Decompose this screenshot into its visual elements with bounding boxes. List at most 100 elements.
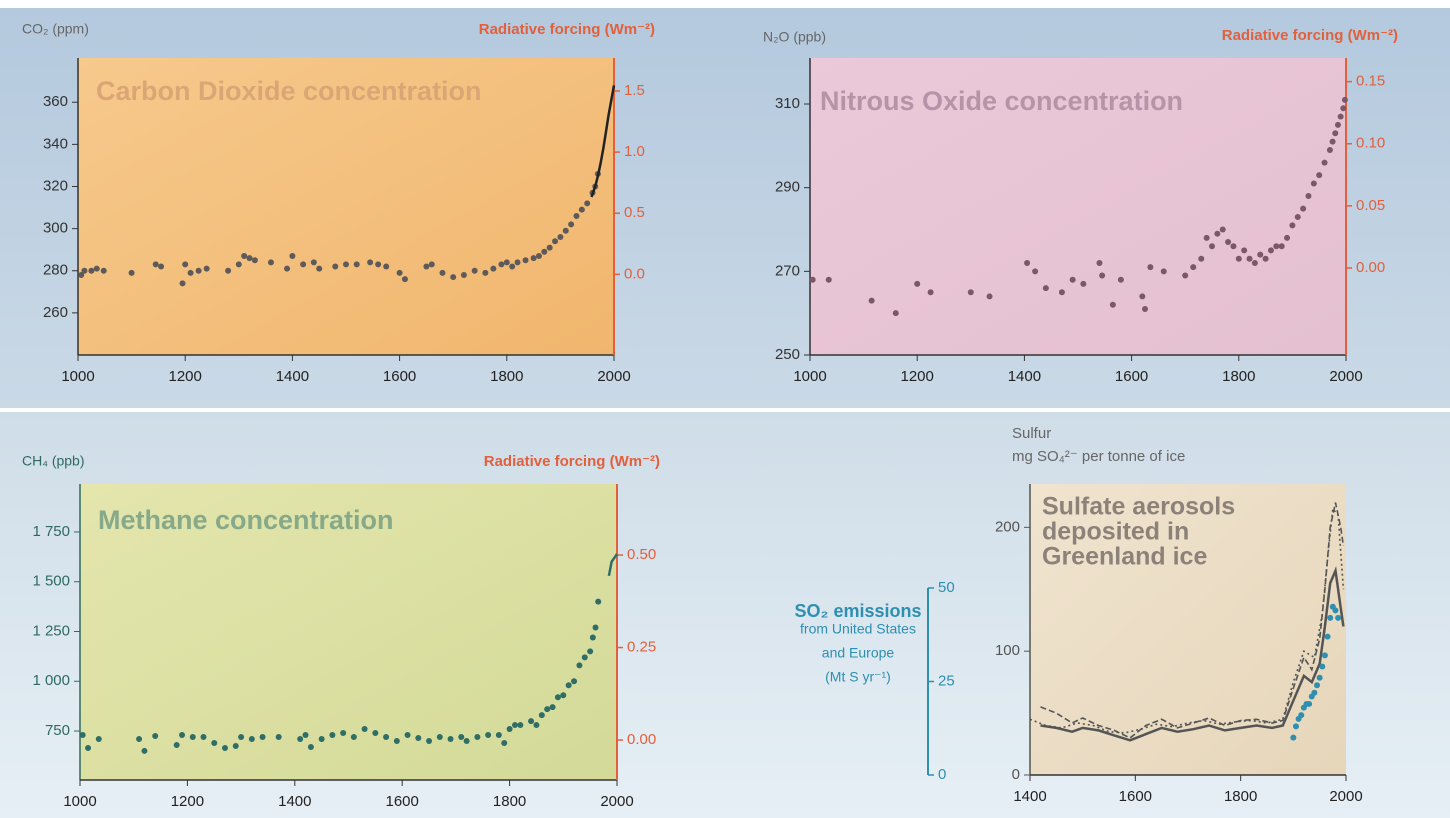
data-point	[93, 265, 100, 272]
data-point	[1246, 255, 1253, 262]
y-tick-label: 100	[995, 642, 1020, 659]
y-tick-label: 1 750	[32, 523, 70, 540]
x-tick-label: 1400	[278, 793, 311, 810]
chart-title: Nitrous Oxide concentration	[820, 86, 1183, 116]
data-point	[375, 261, 382, 268]
data-point	[589, 634, 596, 641]
data-point	[1316, 172, 1323, 179]
data-point	[498, 261, 505, 268]
data-point	[393, 737, 400, 744]
y-tick-label: 340	[43, 135, 68, 152]
x-tick-label: 1600	[1115, 368, 1148, 385]
data-point	[1058, 289, 1065, 296]
x-tick-label: 1800	[1224, 788, 1257, 805]
data-point	[1198, 255, 1205, 262]
data-point	[528, 718, 535, 725]
data-point	[474, 734, 481, 741]
data-point	[195, 267, 202, 274]
data-point	[316, 265, 323, 272]
data-point	[372, 730, 379, 737]
data-point	[571, 678, 578, 685]
data-point	[415, 734, 422, 741]
y2-tick-label: 0.5	[624, 204, 645, 221]
plot-area	[80, 484, 617, 780]
data-point	[825, 276, 832, 283]
y-tick-label: 320	[43, 177, 68, 194]
data-point	[1069, 276, 1076, 283]
x-tick-label: 1000	[63, 793, 96, 810]
data-point	[450, 274, 457, 281]
data-point	[549, 704, 556, 711]
data-point	[1321, 652, 1328, 659]
data-point	[404, 732, 411, 739]
data-point	[1310, 180, 1317, 187]
data-point	[439, 269, 446, 276]
data-point	[350, 734, 357, 741]
x-tick-label: 1800	[490, 368, 523, 385]
data-point	[88, 267, 95, 274]
data-point	[592, 624, 599, 631]
x-tick-label: 1200	[171, 793, 204, 810]
data-point	[302, 732, 309, 739]
data-point	[275, 734, 282, 741]
data-point	[868, 297, 875, 304]
data-point	[182, 261, 189, 268]
y-axis-label: mg SO₄²⁻ per tonne of ice	[1012, 448, 1185, 465]
data-point	[538, 712, 545, 719]
data-point	[511, 722, 518, 729]
data-point	[544, 706, 551, 713]
data-point	[1284, 234, 1291, 241]
data-point	[423, 263, 430, 270]
data-point	[1251, 259, 1258, 266]
data-point	[1289, 222, 1296, 229]
data-point	[1109, 301, 1116, 308]
data-point	[426, 737, 433, 744]
y-axis-label: CO₂ (ppm)	[22, 21, 89, 37]
y-tick-label: 270	[775, 262, 800, 279]
data-point	[1160, 268, 1167, 275]
data-point	[353, 261, 360, 268]
data-point	[471, 267, 478, 274]
data-point	[1319, 663, 1326, 670]
data-point	[179, 280, 186, 287]
y2-tick-label: 0.00	[627, 731, 656, 748]
y-tick-label: 1 000	[32, 672, 70, 689]
y-axis-label: Sulfur	[1012, 425, 1051, 442]
data-point	[1340, 105, 1347, 112]
x-tick-label: 1000	[61, 368, 94, 385]
data-point	[533, 722, 540, 729]
data-point	[1324, 633, 1331, 640]
data-point	[967, 289, 974, 296]
data-point	[460, 271, 467, 278]
data-point	[584, 200, 591, 207]
data-point	[187, 269, 194, 276]
data-point	[1332, 607, 1339, 614]
y2-tick-label: 0.00	[1356, 259, 1385, 276]
data-point	[329, 732, 336, 739]
y2-tick-label: 25	[938, 672, 955, 689]
x-tick-label: 1200	[901, 368, 934, 385]
data-point	[503, 259, 510, 266]
y-tick-label: 300	[43, 220, 68, 237]
data-point	[809, 276, 816, 283]
data-point	[1209, 243, 1215, 250]
data-point	[1142, 305, 1148, 312]
y-tick-label: 0	[1012, 766, 1020, 783]
data-point	[509, 263, 516, 270]
data-point	[1341, 96, 1348, 103]
data-point	[581, 654, 588, 661]
data-point	[241, 253, 248, 259]
data-point	[522, 257, 529, 264]
data-point	[1294, 213, 1301, 220]
y2-tick-label: 0	[938, 766, 946, 783]
data-point	[1262, 255, 1269, 262]
data-point	[1278, 243, 1285, 250]
data-point	[203, 265, 210, 272]
data-point	[300, 261, 307, 268]
data-point	[307, 743, 314, 750]
data-point	[1300, 205, 1307, 212]
y2-tick-label: 1.0	[624, 143, 645, 160]
x-tick-label: 1400	[276, 368, 309, 385]
data-point	[463, 737, 470, 744]
x-tick-label: 1200	[169, 368, 202, 385]
